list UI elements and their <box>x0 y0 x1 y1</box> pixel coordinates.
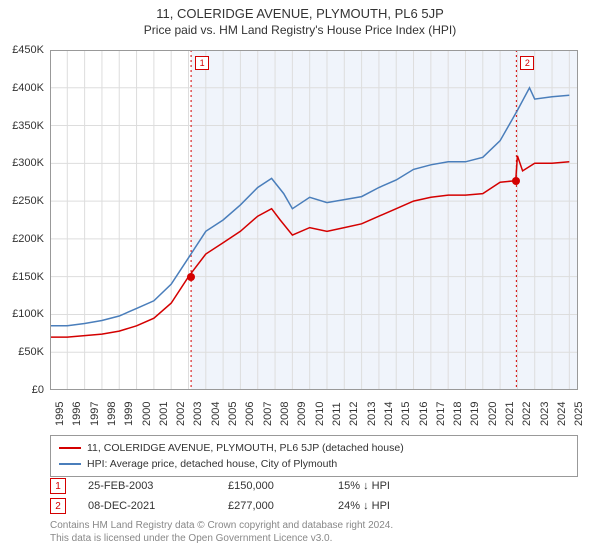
title-block: 11, COLERIDGE AVENUE, PLYMOUTH, PL6 5JP … <box>0 0 600 37</box>
y-tick-label: £150K <box>12 271 44 283</box>
legend-swatch <box>59 463 81 465</box>
x-tick-label: 2019 <box>469 402 481 426</box>
x-tick-label: 2018 <box>452 402 464 426</box>
marker-number-box: 1 <box>50 478 66 494</box>
x-tick-label: 2023 <box>539 402 551 426</box>
marker-price: £150,000 <box>228 480 338 492</box>
chart-marker-box: 2 <box>520 56 534 70</box>
y-tick-label: £50K <box>18 346 44 358</box>
y-tick-label: £200K <box>12 233 44 245</box>
x-tick-label: 2025 <box>573 402 585 426</box>
x-tick-label: 2005 <box>227 402 239 426</box>
x-tick-label: 2015 <box>400 402 412 426</box>
x-tick-label: 1995 <box>54 402 66 426</box>
footer-line1: Contains HM Land Registry data © Crown c… <box>50 520 578 533</box>
marker-price: £277,000 <box>228 500 338 512</box>
x-tick-label: 1999 <box>123 402 135 426</box>
x-axis: 1995 1996 1997 1998 1999 2000 2001 2002 2003 2004… <box>50 394 578 434</box>
chart-marker-box: 1 <box>195 56 209 70</box>
title-line2: Price paid vs. HM Land Registry's House … <box>0 23 600 37</box>
y-tick-label: £350K <box>12 120 44 132</box>
x-tick-label: 2001 <box>158 402 170 426</box>
chart-marker-dot <box>187 273 195 281</box>
x-tick-label: 2016 <box>418 402 430 426</box>
legend-row: HPI: Average price, detached house, City… <box>59 456 569 472</box>
x-tick-label: 2007 <box>262 402 274 426</box>
x-tick-label: 2004 <box>210 402 222 426</box>
y-tick-label: £400K <box>12 82 44 94</box>
x-tick-label: 2024 <box>556 402 568 426</box>
x-tick-label: 2020 <box>487 402 499 426</box>
x-tick-label: 2009 <box>296 402 308 426</box>
x-tick-label: 2012 <box>348 402 360 426</box>
y-tick-label: £300K <box>12 157 44 169</box>
legend-swatch <box>59 447 81 449</box>
legend-row: 11, COLERIDGE AVENUE, PLYMOUTH, PL6 5JP … <box>59 440 569 456</box>
y-tick-label: £250K <box>12 195 44 207</box>
marker-date: 08-DEC-2021 <box>88 500 228 512</box>
marker-row: 2 08-DEC-2021£277,00024% ↓ HPI <box>50 496 578 516</box>
x-tick-label: 2000 <box>141 402 153 426</box>
plot-area: 12 <box>50 50 578 390</box>
x-tick-label: 2010 <box>314 402 326 426</box>
chart-svg <box>50 50 578 390</box>
chart-marker-dot <box>512 177 520 185</box>
marker-delta: 15% ↓ HPI <box>338 480 448 492</box>
title-line1: 11, COLERIDGE AVENUE, PLYMOUTH, PL6 5JP <box>0 6 600 21</box>
x-tick-label: 2011 <box>331 402 343 426</box>
marker-date: 25-FEB-2003 <box>88 480 228 492</box>
x-tick-label: 2014 <box>383 402 395 426</box>
y-axis: £0£50K£100K£150K£200K£250K£300K£350K£400… <box>0 50 48 390</box>
x-tick-label: 2013 <box>366 402 378 426</box>
x-tick-label: 2022 <box>521 402 533 426</box>
x-tick-label: 2017 <box>435 402 447 426</box>
legend-label: HPI: Average price, detached house, City… <box>87 458 337 470</box>
chart-container: 11, COLERIDGE AVENUE, PLYMOUTH, PL6 5JP … <box>0 0 600 560</box>
x-tick-label: 2002 <box>175 402 187 426</box>
y-tick-label: £450K <box>12 44 44 56</box>
footer: Contains HM Land Registry data © Crown c… <box>50 520 578 545</box>
x-tick-label: 2003 <box>192 402 204 426</box>
legend: 11, COLERIDGE AVENUE, PLYMOUTH, PL6 5JP … <box>50 435 578 477</box>
x-tick-label: 2008 <box>279 402 291 426</box>
marker-table: 1 25-FEB-2003£150,00015% ↓ HPI 2 08-DEC-202… <box>50 476 578 516</box>
y-tick-label: £0 <box>32 384 44 396</box>
footer-line2: This data is licensed under the Open Gov… <box>50 533 578 546</box>
x-tick-label: 1997 <box>89 402 101 426</box>
y-tick-label: £100K <box>12 308 44 320</box>
x-tick-label: 1996 <box>71 402 83 426</box>
x-tick-label: 2021 <box>504 402 516 426</box>
legend-label: 11, COLERIDGE AVENUE, PLYMOUTH, PL6 5JP … <box>87 442 404 454</box>
marker-number-box: 2 <box>50 498 66 514</box>
marker-delta: 24% ↓ HPI <box>338 500 448 512</box>
x-tick-label: 1998 <box>106 402 118 426</box>
marker-row: 1 25-FEB-2003£150,00015% ↓ HPI <box>50 476 578 496</box>
x-tick-label: 2006 <box>244 402 256 426</box>
